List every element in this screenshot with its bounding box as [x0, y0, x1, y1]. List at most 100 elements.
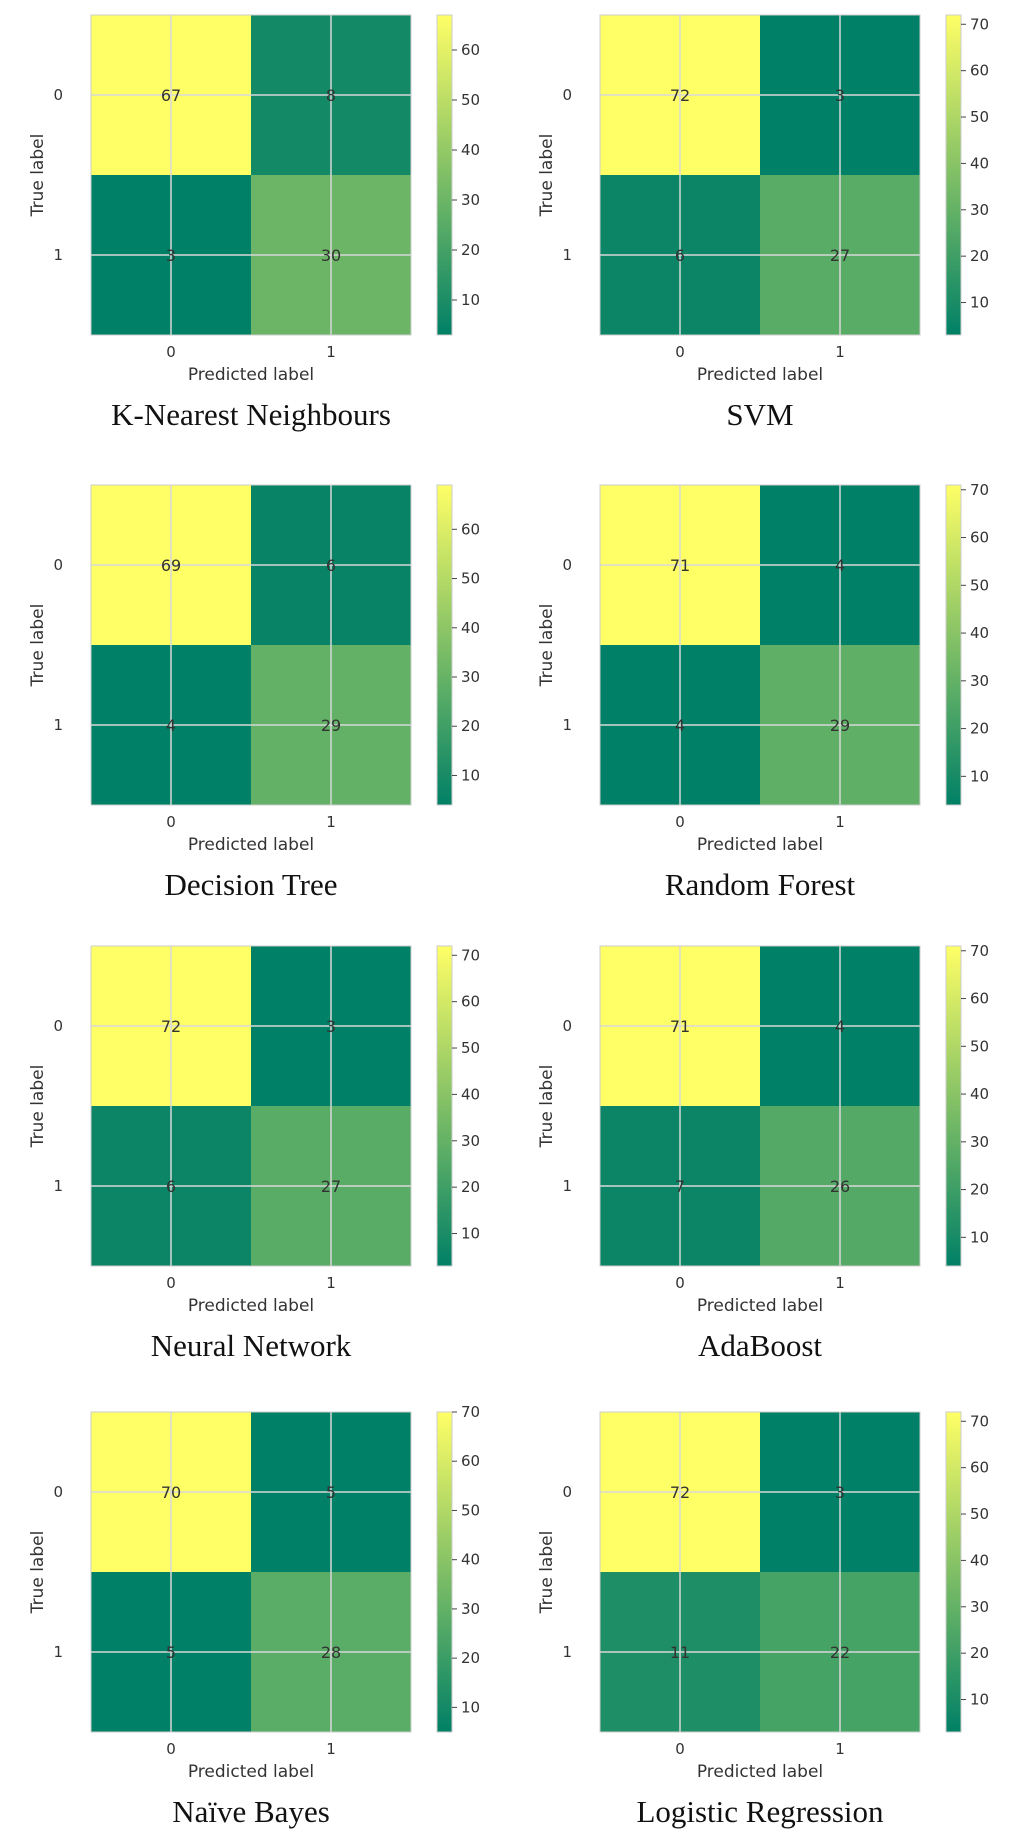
colorbar: [945, 1411, 962, 1733]
colorbar: [945, 945, 962, 1267]
colorbar-tick-label: 40: [970, 154, 989, 172]
colorbar-tick-label: 40: [461, 141, 480, 159]
cell-value-label: 11: [670, 1643, 690, 1662]
colorbar-tick-label: 60: [461, 520, 480, 538]
cell-value-label: 72: [161, 1017, 181, 1036]
cell-value-label: 27: [830, 246, 850, 265]
panel-caption: SVM: [726, 397, 793, 432]
x-axis-label: Predicted label: [697, 1296, 823, 1316]
colorbar-tick-label: 60: [461, 41, 480, 59]
colorbar-tick-label: 30: [461, 1132, 480, 1150]
cell-value-label: 3: [835, 1483, 845, 1502]
y-tick-label: 0: [53, 556, 63, 574]
y-tick-label: 1: [562, 1177, 572, 1195]
colorbar-tick-label: 50: [970, 108, 989, 126]
y-tick-label: 1: [562, 246, 572, 264]
x-tick-label: 0: [166, 813, 176, 831]
y-tick-label: 0: [562, 1483, 572, 1501]
colorbar-tick-label: 30: [970, 1133, 989, 1151]
colorbar-tick-label: 20: [970, 1644, 989, 1662]
colorbar-tick-label: 50: [970, 1505, 989, 1523]
x-tick-label: 0: [675, 1274, 685, 1292]
colorbar: [436, 1411, 453, 1733]
colorbar-tick-label: 50: [970, 576, 989, 594]
colorbar-tick-label: 30: [461, 668, 480, 686]
y-tick-label: 1: [53, 1177, 63, 1195]
cell-value-label: 3: [166, 246, 176, 265]
x-tick-label: 1: [326, 1740, 336, 1758]
colorbar-tick-label: 30: [461, 191, 480, 209]
colorbar-tick-label: 20: [970, 1181, 989, 1199]
cell-value-label: 4: [675, 716, 685, 735]
x-tick-label: 1: [326, 343, 336, 361]
y-tick-label: 1: [562, 1643, 572, 1661]
cell-value-label: 27: [321, 1177, 341, 1196]
y-axis-label: True label: [537, 134, 557, 218]
cell-value-label: 26: [830, 1177, 850, 1196]
colorbar-tick-label: 10: [461, 766, 480, 784]
cell-value-label: 71: [670, 1017, 690, 1036]
cell-value-label: 3: [326, 1017, 336, 1036]
colorbar-tick-label: 30: [970, 672, 989, 690]
x-axis-label: Predicted label: [697, 365, 823, 385]
y-axis-label: True label: [537, 1531, 557, 1615]
y-tick-label: 0: [562, 86, 572, 104]
cell-value-label: 70: [161, 1483, 181, 1502]
panel-caption: Random Forest: [665, 867, 856, 902]
y-tick-label: 1: [53, 1643, 63, 1661]
colorbar-tick-label: 60: [461, 993, 480, 1011]
cell-value-label: 5: [326, 1483, 336, 1502]
colorbar-tick-label: 40: [970, 624, 989, 642]
colorbar-tick-label: 10: [461, 291, 480, 309]
matrix-frame: [90, 14, 412, 336]
y-axis-label: True label: [537, 604, 557, 688]
colorbar-tick-label: 10: [970, 767, 989, 785]
colorbar: [945, 484, 962, 806]
colorbar-tick-label: 30: [970, 1598, 989, 1616]
matrix-frame: [90, 945, 412, 1267]
cell-value-label: 67: [161, 86, 181, 105]
cell-value-label: 4: [835, 556, 845, 575]
colorbar-tick-label: 70: [970, 1412, 989, 1430]
x-tick-label: 1: [326, 1274, 336, 1292]
colorbar-tick-label: 30: [461, 1600, 480, 1618]
matrix-frame: [90, 1411, 412, 1733]
colorbar-tick-label: 20: [461, 717, 480, 735]
x-tick-label: 1: [326, 813, 336, 831]
colorbar-tick-label: 20: [461, 1178, 480, 1196]
cell-value-label: 30: [321, 246, 341, 265]
x-axis-label: Predicted label: [188, 835, 314, 855]
y-axis-label: True label: [28, 604, 48, 688]
panel-caption: Neural Network: [151, 1328, 352, 1363]
colorbar-tick-label: 40: [970, 1551, 989, 1569]
colorbar: [436, 484, 453, 806]
panel-caption: Naïve Bayes: [172, 1794, 330, 1829]
y-tick-label: 1: [53, 246, 63, 264]
colorbar-tick-label: 20: [461, 1649, 480, 1667]
x-tick-label: 1: [835, 343, 845, 361]
colorbar-tick-label: 40: [970, 1085, 989, 1103]
x-axis-label: Predicted label: [188, 1762, 314, 1782]
colorbar-tick-label: 40: [461, 1551, 480, 1569]
colorbar-tick-label: 70: [970, 481, 989, 499]
colorbar: [945, 14, 962, 336]
colorbar-tick-label: 40: [461, 619, 480, 637]
panel-caption: Decision Tree: [164, 867, 337, 902]
colorbar-tick-label: 50: [461, 1039, 480, 1057]
colorbar-tick-label: 10: [461, 1698, 480, 1716]
panel-caption: Logistic Regression: [636, 1794, 884, 1829]
colorbar-tick-label: 60: [461, 1452, 480, 1470]
x-tick-label: 0: [675, 343, 685, 361]
colorbar-tick-label: 30: [970, 201, 989, 219]
x-tick-label: 0: [675, 813, 685, 831]
colorbar-tick-label: 20: [461, 241, 480, 259]
colorbar-tick-label: 50: [461, 1501, 480, 1519]
